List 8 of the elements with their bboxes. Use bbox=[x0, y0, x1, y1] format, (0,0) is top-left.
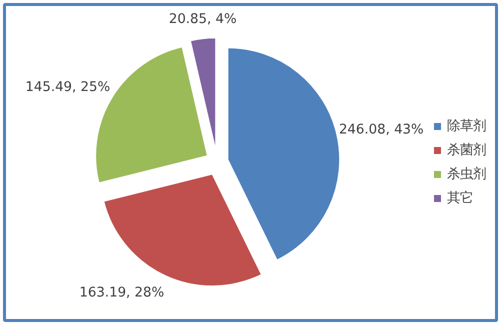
data-label: 246.08, 43% bbox=[338, 122, 424, 138]
legend-label: 杀虫剂 bbox=[447, 166, 486, 183]
legend-label: 杀菌剂 bbox=[447, 142, 486, 159]
legend-label: 其它 bbox=[447, 190, 473, 207]
data-label: 163.19, 28% bbox=[79, 285, 164, 300]
legend-label: 除草剂 bbox=[447, 118, 486, 135]
data-label: 145.49, 25% bbox=[25, 80, 110, 95]
data-label: 20.85, 4% bbox=[168, 12, 237, 28]
